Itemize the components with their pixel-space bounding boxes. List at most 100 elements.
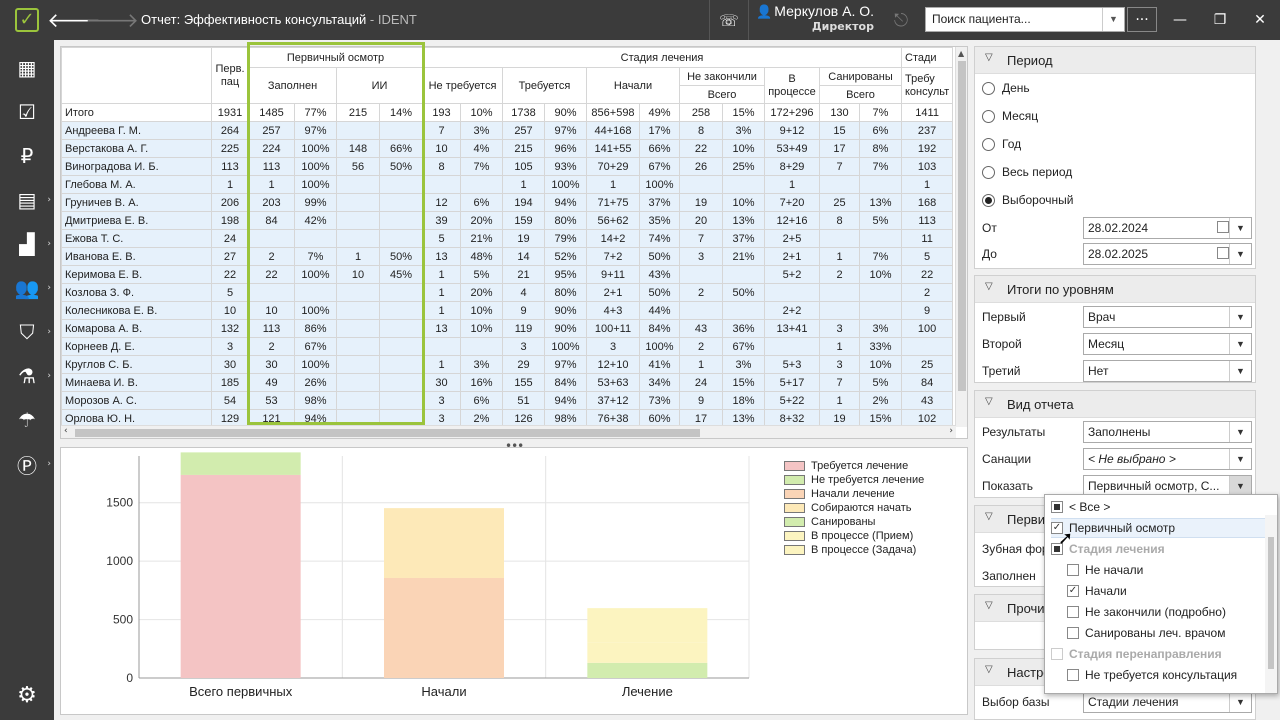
in-process-header[interactable]: В процессе [764,67,820,104]
table-cell[interactable]: 132 [211,319,249,338]
chevron-down-icon[interactable]: ▼ [1229,692,1251,712]
table-row[interactable]: Козлова З. Ф. 5 1 20% 4 80% 2+1 50% 2 50% 2 [61,283,954,302]
sanitized-total-header[interactable]: Всего [819,85,902,104]
table-row[interactable]: Круглов С. Б. 30 30 100% 1 3% 29 97% 12+10 41% 1 3%… [61,355,954,374]
table-cell[interactable]: 172+296 [764,103,820,122]
table-cell[interactable]: 1738 [502,103,545,122]
table-row[interactable]: Колесникова Е. В. 10 10 100% 1 10% 9 90% 4+3 44% 2… [61,301,954,320]
radio-button[interactable] [982,193,995,207]
table-cell[interactable]: 24 [211,229,249,248]
table-cell[interactable]: 1 [819,337,860,356]
table-cell[interactable]: 25% [722,157,765,176]
table-cell[interactable]: 35% [639,211,680,230]
checkbox[interactable] [1067,564,1079,576]
checkbox[interactable]: ✓ [1051,522,1063,534]
table-cell[interactable]: 5 [211,283,249,302]
table-row[interactable]: Корнеев Д. Е. 3 2 67% 3 100% 3 100% 2 67% 1 33% [61,337,954,356]
table-cell[interactable]: 13+41 [764,319,820,338]
table-cell[interactable]: 8 [422,157,461,176]
table-cell[interactable]: 15% [859,409,902,428]
table-cell[interactable]: 21% [722,247,765,266]
dropdown-option[interactable]: < Все > [1051,497,1110,517]
table-cell[interactable]: 100% [294,175,337,194]
table-cell[interactable]: 168 [900,193,954,212]
table-cell[interactable]: 43 [679,319,723,338]
table-cell[interactable]: 5 [900,247,954,266]
table-row[interactable]: Керимова Е. В. 22 22 100% 10 45% 1 5% 21 95% 9+11 4… [61,265,954,284]
table-cell[interactable]: 3 [679,247,723,266]
table-cell[interactable]: 90% [544,301,587,320]
user-info[interactable]: 👤 Меркулов А. О. Директор [756,3,874,33]
table-cell[interactable]: 84 [900,373,954,392]
row-name-cell[interactable]: Морозов А. С. [61,391,212,410]
table-cell[interactable]: 98% [544,409,587,428]
table-cell[interactable]: 3 [422,409,461,428]
table-cell[interactable]: 99% [294,193,337,212]
table-cell[interactable]: 100% [544,175,587,194]
table-cell[interactable]: 26 [679,157,723,176]
table-cell[interactable]: 3% [722,355,765,374]
table-cell[interactable] [859,229,902,248]
table-row[interactable]: Груничев В. А. 206 203 99% 12 6% 194 94% 71+75 37… [61,193,954,212]
table-cell[interactable]: 7% [859,247,902,266]
base-select[interactable]: Стадии лечения ▼ [1083,691,1252,713]
table-cell[interactable]: 14+2 [586,229,640,248]
table-cell[interactable]: 3% [859,319,902,338]
table-cell[interactable]: 1 [586,175,640,194]
table-cell[interactable]: 41% [639,355,680,374]
table-cell[interactable]: 8+32 [764,409,820,428]
table-cell[interactable] [859,175,902,194]
table-cell[interactable] [422,337,461,356]
table-cell[interactable]: 21% [460,229,503,248]
table-cell[interactable] [336,211,380,230]
chevron-down-icon[interactable]: ▼ [1229,449,1251,469]
table-cell[interactable]: 2 [819,265,860,284]
table-cell[interactable]: 7% [859,103,902,122]
table-cell[interactable]: 100+11 [586,319,640,338]
sidebar-item-reports[interactable]: ▟ › [0,222,54,266]
table-cell[interactable]: 10 [422,139,461,158]
checkbox[interactable] [1067,606,1079,618]
requires-consult-header[interactable]: Требу консульт [900,67,954,104]
table-row[interactable]: Минаева И. В. 185 49 26% 30 16% 155 84% 53+63 34%… [61,373,954,392]
dropdown-option[interactable]: ✓ Начали [1067,581,1127,601]
period-section-header[interactable]: ▽ Период [975,47,1255,74]
first-patients-header[interactable]: Перв. пац [211,47,249,104]
table-cell[interactable]: 49 [248,373,295,392]
table-cell[interactable]: 10% [722,193,765,212]
radio-button[interactable] [982,137,995,151]
table-cell[interactable]: 98% [294,391,337,410]
table-cell[interactable]: 45% [379,265,423,284]
table-cell[interactable]: 7% [859,157,902,176]
table-cell[interactable] [336,301,380,320]
table-cell[interactable]: 10% [859,265,902,284]
table-cell[interactable]: 7+20 [764,193,820,212]
table-cell[interactable] [900,337,954,356]
not-finished-header[interactable]: Не закончили [679,67,765,86]
row-name-cell[interactable]: Итого [61,103,212,122]
table-cell[interactable] [336,193,380,212]
table-cell[interactable]: 7 [819,157,860,176]
checkbox[interactable] [1051,648,1063,660]
sidebar-item-schedule[interactable]: ▦ [0,46,54,90]
table-row[interactable]: Морозов А. С. 54 53 98% 3 6% 51 94% 37+12 73% 9 18%… [61,391,954,410]
table-cell[interactable]: 15% [722,373,765,392]
table-cell[interactable]: 26% [294,373,337,392]
table-row[interactable]: Иванова Е. В. 27 2 7% 1 50% 13 48% 14 52% 7+2 50% 3 2… [61,247,954,266]
table-cell[interactable]: 50% [722,283,765,302]
table-cell[interactable] [679,175,723,194]
table-cell[interactable] [379,193,423,212]
table-cell[interactable]: 3 [422,391,461,410]
table-cell[interactable]: 16% [460,373,503,392]
table-cell[interactable]: 1 [422,355,461,374]
report-grid[interactable]: Перв. пац Первичный осмотр Стадия лечени… [60,46,968,439]
sidebar-item-lab[interactable]: ⚗ › [0,354,54,398]
table-row[interactable]: Верстакова А. Г. 225 224 100% 148 66% 10 4% 215 9… [61,139,954,158]
table-cell[interactable] [294,229,337,248]
table-cell[interactable]: 20% [460,211,503,230]
table-cell[interactable]: 100% [294,139,337,158]
table-cell[interactable] [764,283,820,302]
table-cell[interactable]: 215 [502,139,545,158]
table-cell[interactable]: 36% [722,319,765,338]
third-level-select[interactable]: Нет ▼ [1083,360,1252,382]
